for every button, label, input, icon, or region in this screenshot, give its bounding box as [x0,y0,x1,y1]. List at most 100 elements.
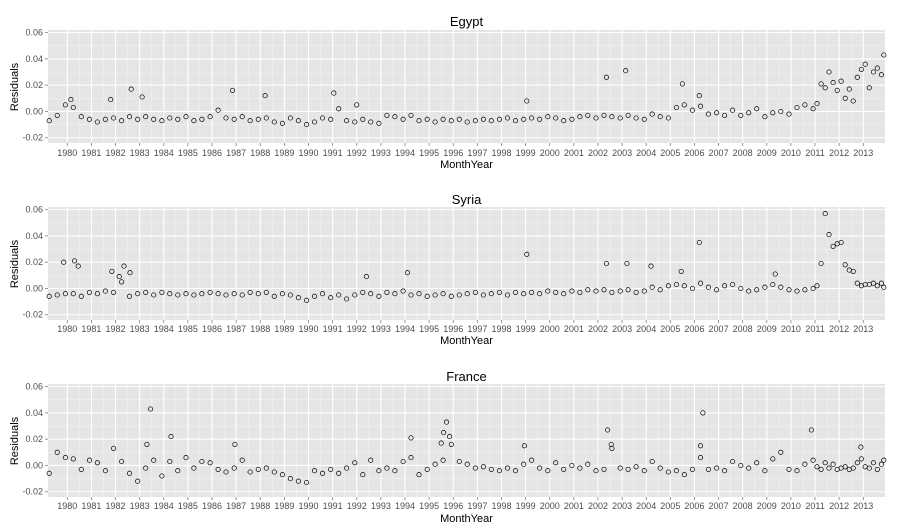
data-point [617,288,623,294]
data-point [62,102,68,108]
x-tick-label: 1998 [491,148,511,158]
data-point [400,288,406,294]
x-tick-label: 1980 [57,501,77,511]
data-point [705,284,711,290]
data-point [263,465,269,471]
y-axis-label: Residuals [9,239,21,288]
data-point [641,288,647,294]
data-point [147,406,154,412]
data-point [673,468,679,474]
data-point [665,469,671,475]
data-point [846,86,852,92]
data-point [722,468,728,474]
data-point [524,98,530,104]
data-point [183,455,189,461]
data-point [850,98,856,104]
data-point [111,289,117,295]
data-point [448,441,454,447]
x-tick-label: 2010 [781,501,801,511]
data-point [311,293,318,299]
data-point [814,283,820,289]
data-point [874,65,880,71]
data-point [135,291,141,297]
data-point [304,297,310,303]
data-point [247,118,253,124]
data-point [86,457,93,463]
data-point [617,115,623,121]
data-point [319,291,326,297]
data-point [400,116,406,122]
data-point [537,291,543,297]
x-tick-label: 1989 [274,324,294,334]
data-point [86,116,93,122]
data-point [746,288,752,294]
data-point [609,114,615,120]
data-point [239,457,245,463]
x-tick-label: 1994 [395,501,415,511]
data-point [633,464,639,470]
x-tick-label: 1981 [81,148,101,158]
data-point [488,291,494,297]
data-point [601,466,607,472]
data-point [384,112,390,118]
data-point [231,465,237,471]
data-point [850,268,856,274]
data-point [601,112,607,118]
data-point [617,465,623,471]
x-tick-label: 1981 [81,324,101,334]
data-point [822,211,828,217]
data-point [456,116,462,122]
data-point [810,457,816,463]
data-point [143,465,149,471]
x-tick-label: 1992 [347,148,367,158]
data-point [229,87,236,93]
y-tick-label: 0.04 [25,54,43,64]
data-point [336,470,342,476]
data-point [328,466,334,472]
x-tick-label: 2010 [781,148,801,158]
x-tick-label: 1991 [323,501,343,511]
data-point [730,458,736,465]
data-point [521,443,527,449]
data-point [109,268,115,274]
x-tick-label: 1996 [443,148,463,158]
x-tick-label: 1996 [443,501,463,511]
x-tick-label: 2008 [733,501,753,511]
x-tick-label: 2013 [853,324,873,334]
data-point [866,85,872,91]
x-tick-label: 2008 [733,148,753,158]
data-point [569,288,575,294]
data-point [232,441,238,447]
data-point [714,465,720,471]
data-point [440,457,446,463]
data-point [593,468,599,474]
data-point [331,90,337,96]
data-point [167,458,173,465]
data-point [697,280,704,286]
data-point [363,274,369,280]
data-point [447,434,453,440]
data-point [577,465,583,471]
y-tick-label: -0.02 [22,310,43,320]
data-point [119,118,125,124]
data-point [754,460,760,466]
data-point [408,455,414,461]
plot-panel-background [48,384,885,497]
data-point [681,472,687,478]
data-point [878,72,884,78]
x-tick-label: 1990 [298,324,318,334]
data-point [344,465,350,471]
data-point [625,287,631,293]
data-point [858,66,864,72]
data-point [665,115,671,121]
x-tick-label: 1987 [226,148,246,158]
data-point [384,465,390,471]
data-point [464,119,470,125]
x-tick-label: 1992 [347,324,367,334]
data-point [135,478,141,484]
x-tick-label: 1995 [419,148,439,158]
data-point [207,114,213,120]
x-tick-label: 1987 [226,501,246,511]
data-point [352,460,358,466]
